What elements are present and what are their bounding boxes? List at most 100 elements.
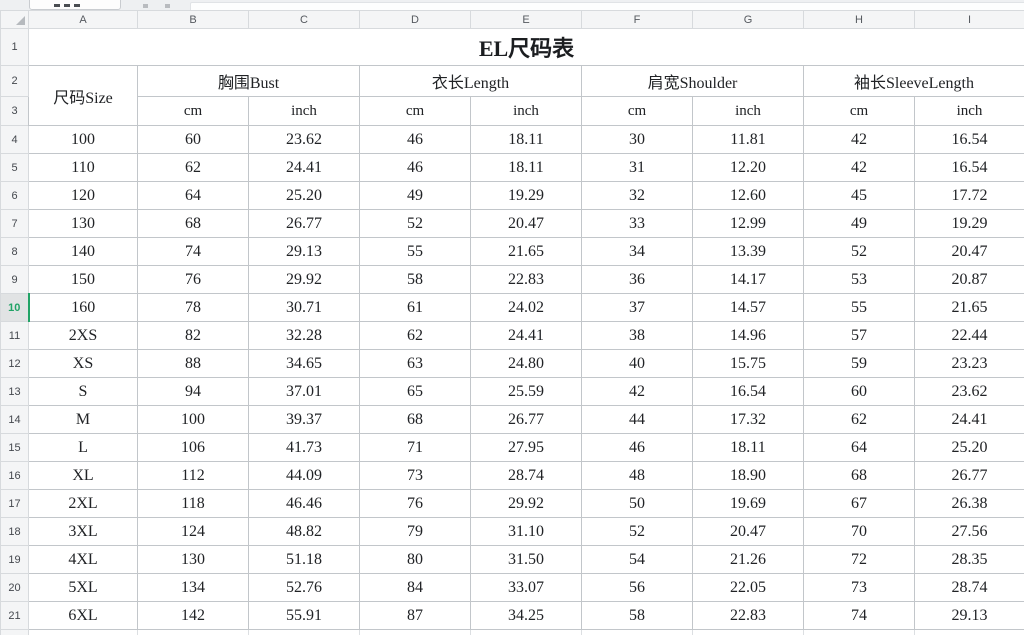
sheet-title-cell[interactable]: EL尺码表 [28,28,1024,66]
cell-I11[interactable]: 22.44 [914,321,1024,350]
row-header-4[interactable]: 4 [0,125,29,154]
row-header-6[interactable]: 6 [0,181,29,210]
cell-H17[interactable]: 67 [803,489,915,518]
column-header-C[interactable]: C [248,10,360,29]
row-header-12[interactable]: 12 [0,349,29,378]
cell-C13[interactable]: 37.01 [248,377,360,406]
cell-C19[interactable]: 51.18 [248,545,360,574]
cell-I19[interactable]: 28.35 [914,545,1024,574]
cell-E12[interactable]: 24.80 [470,349,582,378]
cell-E8[interactable]: 21.65 [470,237,582,266]
cell-B18[interactable]: 124 [137,517,249,546]
cell-B13[interactable]: 94 [137,377,249,406]
cell-H6[interactable]: 45 [803,181,915,210]
cell-B14[interactable]: 100 [137,405,249,434]
cell-D13[interactable]: 65 [359,377,471,406]
cell-F8[interactable]: 34 [581,237,693,266]
cell-A8[interactable]: 140 [28,237,138,266]
cell-C16[interactable]: 44.09 [248,461,360,490]
cell-B3-unit[interactable]: cm [137,96,249,126]
cell-I4[interactable]: 16.54 [914,125,1024,154]
cell-H15[interactable]: 64 [803,433,915,462]
cell-E16[interactable]: 28.74 [470,461,582,490]
cell-I8[interactable]: 20.47 [914,237,1024,266]
cell-G9[interactable]: 14.17 [692,265,804,294]
cell-A18[interactable]: 3XL [28,517,138,546]
cell-sleeve-header[interactable]: 袖长SleeveLength [803,65,1024,97]
cell-D4[interactable]: 46 [359,125,471,154]
cell-H22[interactable] [803,629,915,635]
cell-G3-unit[interactable]: inch [692,96,804,126]
row-header-17[interactable]: 17 [0,489,29,518]
cell-G6[interactable]: 12.60 [692,181,804,210]
cell-H3-unit[interactable]: cm [803,96,915,126]
cell-I18[interactable]: 27.56 [914,517,1024,546]
cell-A15[interactable]: L [28,433,138,462]
cell-F18[interactable]: 52 [581,517,693,546]
cell-B6[interactable]: 64 [137,181,249,210]
cell-A11[interactable]: 2XS [28,321,138,350]
cell-F5[interactable]: 31 [581,153,693,182]
cell-C12[interactable]: 34.65 [248,349,360,378]
column-header-E[interactable]: E [470,10,582,29]
cell-G20[interactable]: 22.05 [692,573,804,602]
cell-H19[interactable]: 72 [803,545,915,574]
cell-A14[interactable]: M [28,405,138,434]
row-header-16[interactable]: 16 [0,461,29,490]
cell-F11[interactable]: 38 [581,321,693,350]
cell-D14[interactable]: 68 [359,405,471,434]
cell-D17[interactable]: 76 [359,489,471,518]
cell-B16[interactable]: 112 [137,461,249,490]
column-header-A[interactable]: A [28,10,138,29]
cell-C6[interactable]: 25.20 [248,181,360,210]
row-header-20[interactable]: 20 [0,573,29,602]
cell-F9[interactable]: 36 [581,265,693,294]
name-box[interactable] [29,0,121,10]
cell-I6[interactable]: 17.72 [914,181,1024,210]
cell-G13[interactable]: 16.54 [692,377,804,406]
cell-A5[interactable]: 110 [28,153,138,182]
cell-H8[interactable]: 52 [803,237,915,266]
cell-E11[interactable]: 24.41 [470,321,582,350]
cell-H10[interactable]: 55 [803,293,915,322]
cell-D8[interactable]: 55 [359,237,471,266]
cell-A6[interactable]: 120 [28,181,138,210]
row-header-1[interactable]: 1 [0,28,29,66]
cell-C21[interactable]: 55.91 [248,601,360,630]
row-header-9[interactable]: 9 [0,265,29,294]
cell-F19[interactable]: 54 [581,545,693,574]
cell-H14[interactable]: 62 [803,405,915,434]
cell-A10[interactable]: 160 [28,293,138,322]
cell-F17[interactable]: 50 [581,489,693,518]
cell-C18[interactable]: 48.82 [248,517,360,546]
cell-E19[interactable]: 31.50 [470,545,582,574]
cell-I13[interactable]: 23.62 [914,377,1024,406]
cell-D12[interactable]: 63 [359,349,471,378]
row-header-10[interactable]: 10 [0,293,30,322]
cell-H11[interactable]: 57 [803,321,915,350]
cell-E14[interactable]: 26.77 [470,405,582,434]
column-header-F[interactable]: F [581,10,693,29]
cell-G11[interactable]: 14.96 [692,321,804,350]
cell-I15[interactable]: 25.20 [914,433,1024,462]
cell-B10[interactable]: 78 [137,293,249,322]
cell-E20[interactable]: 33.07 [470,573,582,602]
cell-H16[interactable]: 68 [803,461,915,490]
column-header-B[interactable]: B [137,10,249,29]
cell-I7[interactable]: 19.29 [914,209,1024,238]
cell-length-header[interactable]: 衣长Length [359,65,582,97]
cell-F12[interactable]: 40 [581,349,693,378]
cell-C11[interactable]: 32.28 [248,321,360,350]
row-header-7[interactable]: 7 [0,209,29,238]
cell-H9[interactable]: 53 [803,265,915,294]
cell-E5[interactable]: 18.11 [470,153,582,182]
cell-C3-unit[interactable]: inch [248,96,360,126]
cell-F15[interactable]: 46 [581,433,693,462]
cell-B8[interactable]: 74 [137,237,249,266]
cell-A17[interactable]: 2XL [28,489,138,518]
cell-A12[interactable]: XS [28,349,138,378]
cell-F21[interactable]: 58 [581,601,693,630]
cell-I22[interactable] [914,629,1024,635]
cell-C20[interactable]: 52.76 [248,573,360,602]
cell-F10[interactable]: 37 [581,293,693,322]
